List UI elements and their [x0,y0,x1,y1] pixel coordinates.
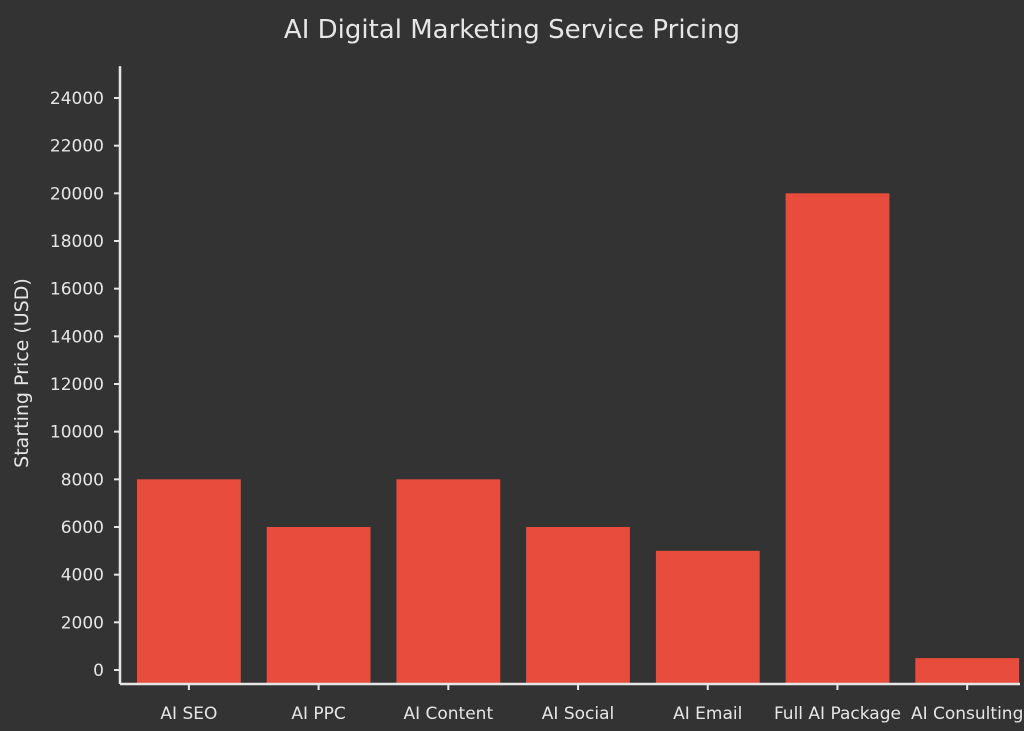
y-tick-label: 0 [93,661,104,681]
bar-ai-consulting [915,658,1020,684]
y-axis: 0 2000 4000 6000 8000 10000 12000 14000 16000 180… [50,66,122,684]
y-tick-label: 6000 [61,518,104,538]
x-tick-label: AI Email [673,704,742,724]
bar-ai-seo [137,479,241,684]
chart-title: AI Digital Marketing Service Pricing [284,15,740,45]
y-tick-label: 22000 [50,137,104,157]
y-tick-label: 12000 [50,375,104,395]
bars-group [137,193,1020,685]
x-tick-label: AI Consulting [911,704,1023,724]
y-axis-label: Starting Price (USD) [11,278,33,468]
x-tick-label: AI Content [403,704,493,724]
y-tick-label: 2000 [61,613,104,633]
x-tick-label: AI PPC [291,704,345,724]
x-tick-label: AI SEO [160,704,217,724]
bar-ai-social [526,527,630,684]
y-tick-label: 18000 [50,232,104,252]
bar-ai-ppc [266,527,371,684]
y-tick-label: 4000 [61,566,104,586]
y-tick-label: 20000 [50,184,104,204]
x-tick-label: Full AI Package [774,704,901,724]
x-axis: AI SEO AI PPC AI Content AI Social AI Email F… [120,682,1023,724]
bar-full-ai-package [785,193,890,685]
y-tick-label: 14000 [50,327,104,347]
y-tick-label: 16000 [50,280,104,300]
y-tick-label: 8000 [61,470,104,490]
x-tick-label: AI Social [542,704,614,724]
y-tick-label: 24000 [50,89,104,109]
bar-ai-email [655,550,760,684]
y-tick-label: 10000 [50,423,104,443]
bar-ai-content [396,479,501,684]
